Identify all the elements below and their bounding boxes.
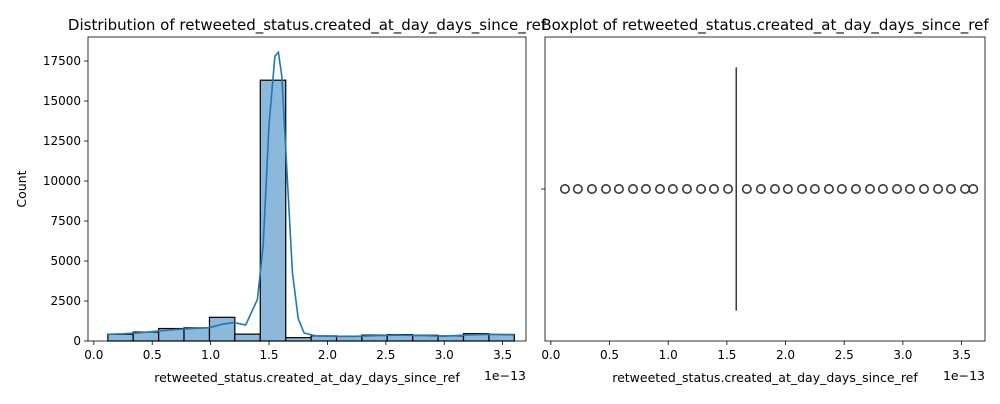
outlier-point (968, 184, 979, 195)
outlier-point (809, 184, 820, 195)
x-tick-label: 2.5 (376, 348, 395, 362)
outlier-point (769, 184, 780, 195)
x-tick-label: 3.0 (435, 348, 454, 362)
histogram-x-axis-label: retweeted_status.created_at_day_days_sin… (154, 370, 460, 385)
x-tick-label: 2.0 (776, 348, 795, 362)
outlier-point (877, 184, 888, 195)
outlier-point (960, 184, 971, 195)
outlier-point (945, 184, 956, 195)
outlier-point (601, 184, 612, 195)
outlier-point (667, 184, 678, 195)
outlier-point (891, 184, 902, 195)
y-tick-label: 0 (73, 334, 81, 348)
kde-curve (107, 50, 515, 338)
boxplot-outliers (559, 184, 979, 195)
outlier-point (796, 184, 807, 195)
outlier-point (708, 184, 719, 195)
x-tick-label: 2.5 (835, 348, 854, 362)
outlier-point (918, 184, 929, 195)
outlier-point (640, 184, 651, 195)
x-tick-label: 0.5 (600, 348, 619, 362)
x-tick-label: 2.0 (318, 348, 337, 362)
histogram-bar (208, 316, 236, 342)
outlier-point (933, 184, 944, 195)
x-tick-label: 3.0 (893, 348, 912, 362)
boxplot-x-ticks: 0.0 0.5 1.0 1.5 2.0 2.5 3.0 3.5 (541, 341, 971, 362)
outlier-point (850, 184, 861, 195)
outlier-point (586, 184, 597, 195)
histogram-title: Distribution of retweeted_status.created… (68, 16, 547, 35)
x-tick-label: 1.0 (201, 348, 220, 362)
outlier-point (904, 184, 915, 195)
outlier-point (681, 184, 692, 195)
histogram-bars (107, 79, 515, 342)
boxplot-title: Boxplot of retweeted_status.created_at_d… (541, 16, 989, 35)
y-tick-label: 15000 (43, 94, 81, 108)
histogram-y-ticks: 0 2500 5000 7500 10000 12500 15000 17500 (43, 54, 88, 348)
outlier-point (613, 184, 624, 195)
x-tick-label: 3.5 (493, 348, 512, 362)
y-tick-label: 7500 (50, 214, 81, 228)
boxplot-x-axis-label: retweeted_status.created_at_day_days_sin… (612, 370, 918, 385)
outlier-point (741, 184, 752, 195)
y-tick-label: 17500 (43, 54, 81, 68)
x-tick-label: 3.5 (952, 348, 971, 362)
outlier-point (782, 184, 793, 195)
outlier-point (823, 184, 834, 195)
outlier-point (723, 184, 734, 195)
boxplot-x-offset-text: 1e−13 (943, 368, 985, 383)
outlier-point (627, 184, 638, 195)
histogram-plot-frame (87, 36, 527, 342)
outlier-point (559, 184, 570, 195)
histogram-x-offset-text: 1e−13 (484, 368, 526, 383)
boxplot-panel: 0.0 0.5 1.0 1.5 2.0 2.5 3.0 3.5 retweeted_statu… (541, 16, 989, 385)
outlier-point (696, 184, 707, 195)
outlier-point (654, 184, 665, 195)
histogram-x-ticks: 0.0 0.5 1.0 1.5 2.0 2.5 3.0 3.5 (84, 341, 512, 362)
y-tick-label: 2500 (50, 294, 81, 308)
y-tick-label: 5000 (50, 254, 81, 268)
histogram-bar (285, 337, 312, 342)
x-tick-label: 0.5 (143, 348, 162, 362)
x-tick-label: 1.5 (717, 348, 736, 362)
histogram-panel: 0.0 0.5 1.0 1.5 2.0 2.5 3.0 3.5 0 2500 5000 7500 10… (14, 16, 547, 385)
outlier-point (755, 184, 766, 195)
x-tick-label: 0.0 (84, 348, 103, 362)
x-tick-label: 1.5 (259, 348, 278, 362)
outlier-point (572, 184, 583, 195)
histogram-bar (183, 327, 211, 342)
x-tick-label: 1.0 (659, 348, 678, 362)
outlier-point (836, 184, 847, 195)
x-tick-label: 0.0 (541, 348, 560, 362)
histogram-bar (107, 333, 134, 342)
outlier-point (865, 184, 876, 195)
histogram-y-axis-label: Count (14, 170, 29, 207)
histogram-bar (234, 333, 261, 342)
y-tick-label: 12500 (43, 134, 81, 148)
y-tick-label: 10000 (43, 174, 81, 188)
